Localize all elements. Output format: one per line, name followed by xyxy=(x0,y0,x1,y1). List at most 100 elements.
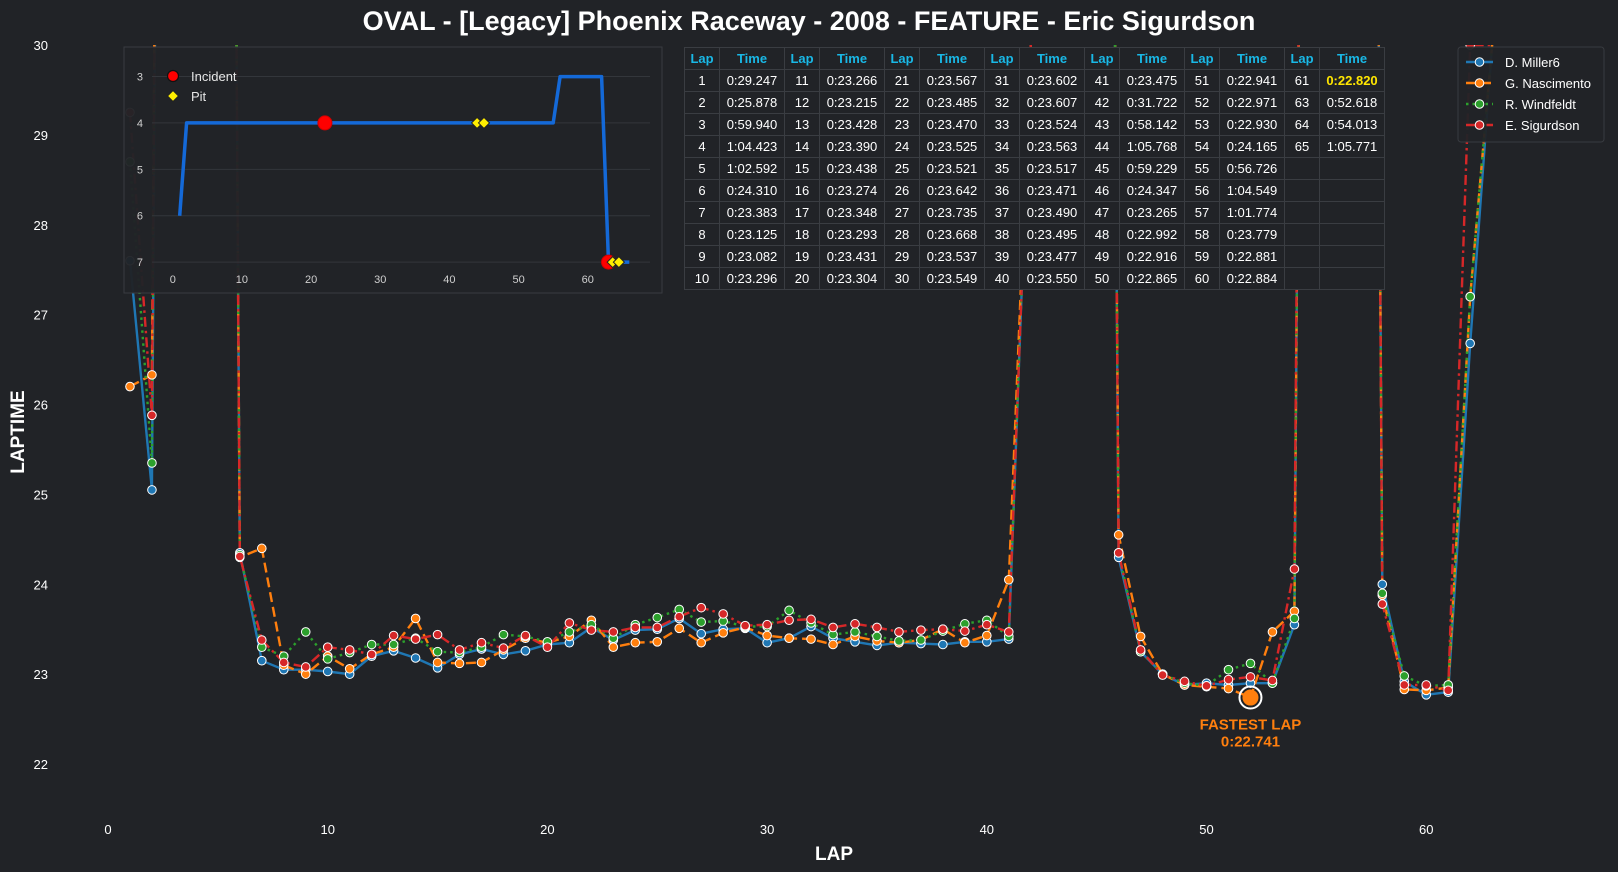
lap-time-cell: 0:23.524 xyxy=(1019,113,1085,136)
series-3-point-20 xyxy=(630,622,641,633)
x-tick-label: 60 xyxy=(1419,822,1433,837)
lap-number-cell xyxy=(1284,157,1320,180)
series-1-point-10 xyxy=(410,613,421,624)
series-3-point-21 xyxy=(652,622,663,633)
inset-x-tick-label: 30 xyxy=(374,274,386,286)
series-3-point-38 xyxy=(1113,548,1124,558)
lap-time-cell: 0:23.537 xyxy=(919,245,985,268)
inset-x-tick-label: 20 xyxy=(305,274,317,286)
lap-number-cell: 34 xyxy=(984,135,1020,158)
series-3-point-34 xyxy=(938,624,948,635)
series-1-point-3 xyxy=(256,543,267,554)
x-tick-label: 30 xyxy=(760,822,774,837)
lap-column-header: Lap xyxy=(1184,47,1220,70)
main-series-markers xyxy=(125,45,1475,703)
table-row: 7 0:23.383 17 0:23.348 27 0:23.735 37 0:23.490 4… xyxy=(684,201,1385,224)
lap-time-cell: 0:56.726 xyxy=(1219,157,1285,180)
series-3-point-36 xyxy=(982,619,992,630)
table-body: 1 0:29.247 11 0:23.266 21 0:23.567 31 0:23.602 4… xyxy=(684,69,1385,290)
table-row: 9 0:23.082 19 0:23.431 29 0:23.537 39 0:23.477 4… xyxy=(684,245,1385,268)
x-tick-label: 10 xyxy=(320,822,334,837)
lap-time-cell: 1:02.592 xyxy=(719,157,785,180)
lap-time-cell: 0:23.383 xyxy=(719,201,785,224)
series-3-point-29 xyxy=(828,622,838,633)
lap-time-cell: 0:23.567 xyxy=(919,69,985,92)
series-3-point-1 xyxy=(147,410,157,421)
lap-number-cell: 37 xyxy=(984,201,1020,224)
lap-number-cell: 22 xyxy=(884,91,920,114)
lap-time-cell: 0:23.525 xyxy=(919,135,985,158)
series-1-point-20 xyxy=(630,637,641,648)
main-axes: 0 10 20 30 40 50 60222324252627282930LAPLAPTIM… xyxy=(8,38,1433,865)
lap-number-cell xyxy=(1284,223,1320,246)
lap-number-cell: 21 xyxy=(884,69,920,92)
series-3-point-8 xyxy=(366,649,377,660)
lap-time-cell: 0:23.735 xyxy=(919,201,985,224)
lap-column-header: Lap xyxy=(684,47,720,70)
lap-number-cell: 60 xyxy=(1184,267,1220,290)
series-1-point-36 xyxy=(982,630,992,641)
lap-time-cell: 0:22.881 xyxy=(1219,245,1285,268)
lap-number-cell: 32 xyxy=(984,91,1020,114)
series-3-point-10 xyxy=(410,634,421,644)
lap-number-cell: 19 xyxy=(784,245,820,268)
series-3-point-7 xyxy=(344,645,355,655)
lap-number-cell: 18 xyxy=(784,223,820,246)
legend-label-1: G. Nascimento xyxy=(1505,76,1591,91)
fastest-lap-time: 0:22.741 xyxy=(1221,734,1280,751)
lap-time-cell: 0:23.779 xyxy=(1219,223,1285,246)
lap-number-cell: 3 xyxy=(684,113,720,136)
series-3-point-32 xyxy=(894,627,904,637)
series-2-point-48 xyxy=(1399,671,1410,681)
lap-times-table: Lap Time Lap Time Lap Time Lap Time Lap Time Lap Ti… xyxy=(684,47,1385,290)
lap-number-cell: 43 xyxy=(1084,113,1120,136)
lap-number-cell: 35 xyxy=(984,157,1020,180)
inset-y-tick-label: 5 xyxy=(137,164,143,176)
series-2-point-44 xyxy=(1245,658,1256,669)
lap-number-cell: 15 xyxy=(784,157,820,180)
legend-label-2: R. Windfeldt xyxy=(1505,97,1576,112)
series-0-point-6 xyxy=(322,666,333,677)
series-2-point-33 xyxy=(916,635,926,645)
fastest-lap-ring xyxy=(1238,685,1263,710)
series-1-point-28 xyxy=(806,634,816,644)
lap-number-cell xyxy=(1284,201,1320,224)
lap-time-cell: 0:22.930 xyxy=(1219,113,1285,136)
series-2-point-8 xyxy=(366,639,377,650)
series-2-point-27 xyxy=(784,605,794,616)
series-3-point-35 xyxy=(960,626,970,636)
series-2-point-43 xyxy=(1223,664,1234,675)
legend-marker-0 xyxy=(1474,57,1485,67)
series-3-point-31 xyxy=(872,622,882,633)
lap-time-cell: 0:58.142 xyxy=(1119,113,1185,136)
series-1-point-21 xyxy=(652,637,663,647)
lap-time-cell: 0:29.247 xyxy=(719,69,785,92)
series-3-point-24 xyxy=(718,609,728,619)
lap-number-cell: 6 xyxy=(684,179,720,202)
inset-x-tick-label: 40 xyxy=(443,274,455,286)
lap-number-cell: 31 xyxy=(984,69,1020,92)
legend: D. Miller6 G. Nascimento R. Windfeldt E. Si… xyxy=(1457,46,1605,143)
lap-number-cell: 28 xyxy=(884,223,920,246)
series-3-point-30 xyxy=(850,619,860,629)
inset-x-tick-label: 10 xyxy=(236,274,248,286)
lap-time-cell xyxy=(1319,245,1385,268)
lap-number-cell: 11 xyxy=(784,69,820,92)
lap-time-cell: 0:22.992 xyxy=(1119,223,1185,246)
pit-marker-1 xyxy=(477,116,491,130)
lap-number-cell xyxy=(1284,267,1320,290)
series-3-point-46 xyxy=(1289,564,1300,574)
series-2-point-17 xyxy=(564,627,575,637)
lap-number-cell: 7 xyxy=(684,201,720,224)
series-2-point-21 xyxy=(652,612,663,623)
series-0-point-3 xyxy=(256,655,267,666)
lap-time-cell: 0:59.940 xyxy=(719,113,785,136)
lap-number-cell: 53 xyxy=(1184,113,1220,136)
lap-time-cell: 0:24.347 xyxy=(1119,179,1185,202)
lap-time-cell: 0:23.607 xyxy=(1019,91,1085,114)
lap-number-cell: 49 xyxy=(1084,245,1120,268)
lap-number-cell: 24 xyxy=(884,135,920,158)
lap-number-cell: 29 xyxy=(884,245,920,268)
